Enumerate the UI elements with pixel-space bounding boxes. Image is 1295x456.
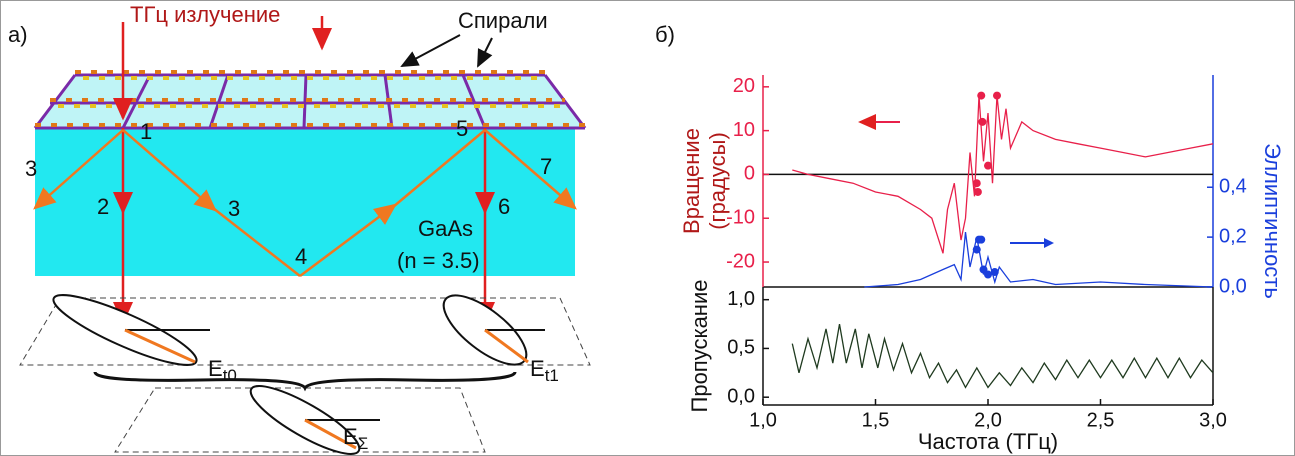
data-point (977, 92, 985, 100)
data-point (991, 268, 999, 276)
point-label: 5 (456, 116, 468, 141)
y-tick-label: 10 (733, 119, 755, 141)
x-tick-label: 1,5 (862, 409, 890, 431)
panel-label: б) (655, 22, 675, 47)
field-symbol: E (208, 356, 223, 381)
point-label: 7 (540, 154, 552, 179)
data-point (973, 179, 981, 187)
material-label: GaAs (418, 216, 473, 241)
data-point (974, 188, 982, 196)
y2-tick-label: 0,4 (1219, 176, 1247, 198)
y-axis-title: Пропускание (687, 280, 712, 413)
index-label: (n = 3.5) (397, 248, 480, 273)
y2-tick-label: 0,2 (1219, 225, 1247, 247)
data-point (984, 162, 992, 170)
x-axis-title: Частота (ТГц) (918, 429, 1058, 454)
y2-tick-label: 0,0 (1219, 275, 1247, 297)
field-subscript: t0 (223, 366, 237, 385)
point-label: 1 (140, 119, 152, 144)
point-label: 3 (25, 156, 37, 181)
y-tick-label: -20 (726, 250, 755, 272)
page: {"diagram": { "panel_label": "а)", "sour… (0, 0, 1295, 456)
data-point (973, 246, 981, 254)
y-tick-label: 1,0 (727, 288, 755, 310)
y-axis-title: Вращение (679, 128, 704, 234)
x-tick-label: 1,0 (749, 409, 777, 431)
y-tick-label: 0,5 (727, 337, 755, 359)
field-symbol: E (343, 424, 358, 449)
x-tick-label: 3,0 (1199, 409, 1227, 431)
panel-label: а) (8, 22, 28, 47)
point-label: 6 (498, 194, 510, 219)
point-label: 4 (295, 244, 307, 269)
y-tick-label: 20 (733, 75, 755, 97)
y-tick-label: 0 (744, 163, 755, 185)
data-point (993, 92, 1001, 100)
data-point (978, 118, 986, 126)
field-subscript: t1 (545, 366, 559, 385)
y-tick-label: -10 (726, 207, 755, 229)
field-subscript: Σ (358, 434, 369, 453)
figure: а) ТГц излучение Спирали 1 2 3 3 4 5 6 7… (0, 0, 1295, 456)
y2-axis-title: Эллиптичность (1260, 143, 1285, 299)
field-symbol: E (530, 356, 545, 381)
point-label: 2 (97, 194, 109, 219)
x-tick-label: 2,5 (1087, 409, 1115, 431)
grid-wire (304, 75, 306, 128)
data-point (977, 236, 985, 244)
source-label: ТГц излучение (130, 2, 280, 27)
y-tick-label: 0,0 (727, 385, 755, 407)
y-axis-title: (градусы) (705, 132, 730, 230)
helix-label: Спирали (458, 8, 548, 33)
point-label: 3 (228, 196, 240, 221)
